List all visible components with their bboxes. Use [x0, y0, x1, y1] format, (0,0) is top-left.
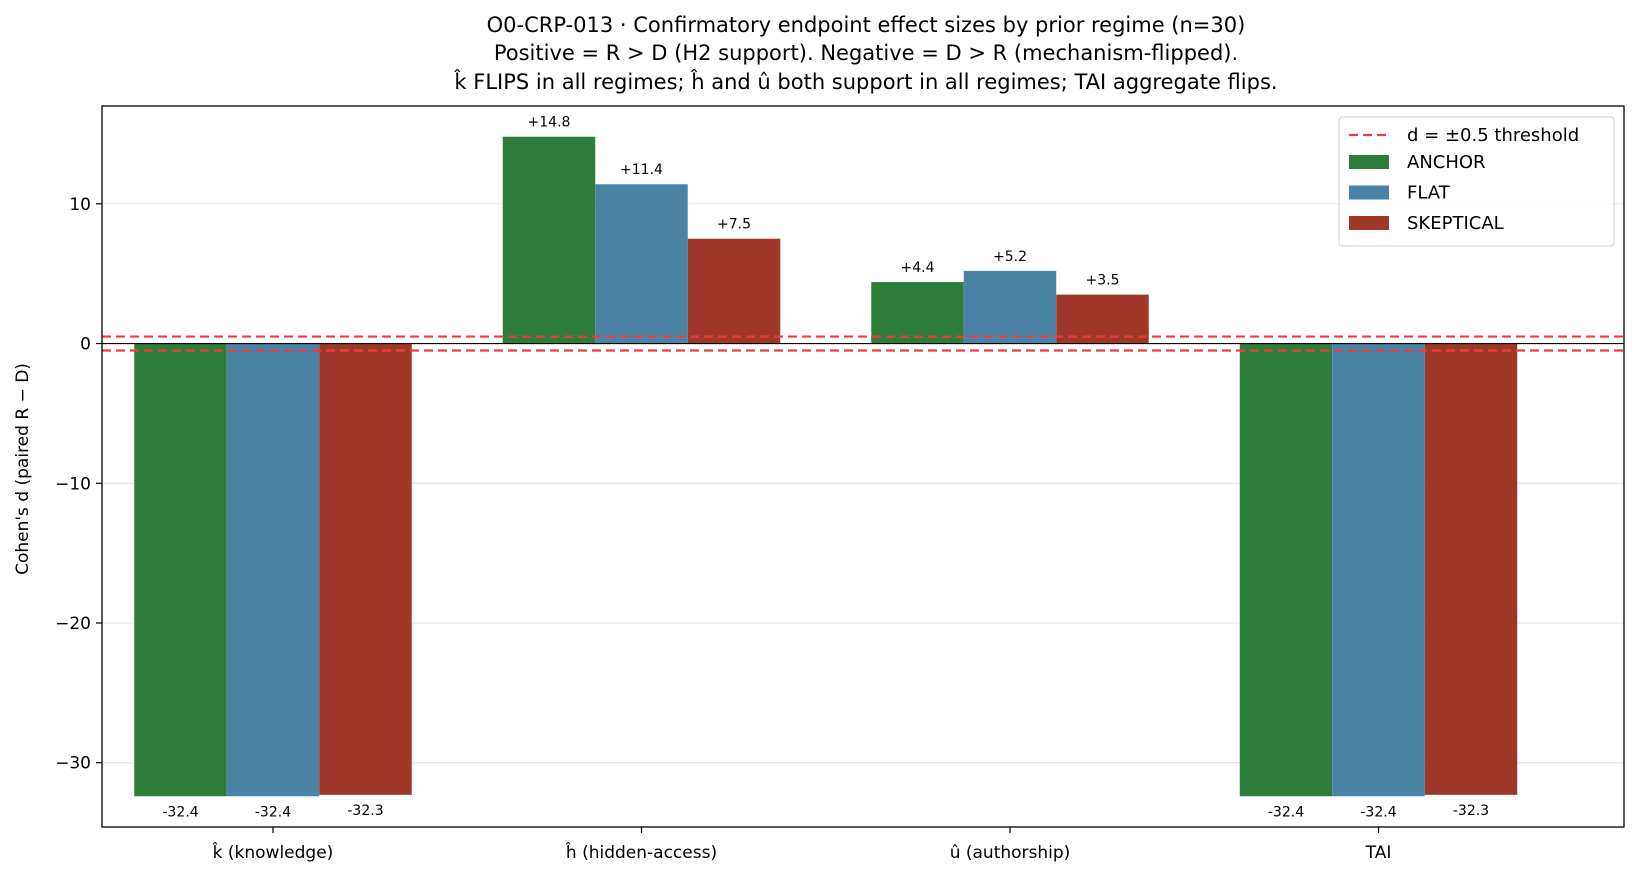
data-label: +14.8: [528, 115, 571, 131]
legend-label: FLAT: [1407, 183, 1451, 204]
data-label: +7.5: [717, 217, 751, 233]
legend: d = ±0.5 threshold ANCHOR FLAT SKEPTICAL: [1338, 116, 1615, 247]
data-label: +11.4: [620, 162, 663, 178]
bar: [319, 343, 412, 795]
bar: [595, 184, 688, 344]
title-line-1: O0-CRP-013 · Confirmatory endpoint effec…: [487, 13, 1246, 37]
legend-swatch: [1349, 216, 1389, 230]
legend-label: ANCHOR: [1407, 152, 1486, 173]
data-label: -32.4: [162, 804, 198, 820]
x-tick-label: û (authorship): [950, 843, 1071, 863]
bar: [1239, 343, 1333, 797]
bar: [1424, 343, 1518, 795]
plot-frame: [101, 105, 1625, 828]
y-axis-label: Cohen's d (paired R − D): [13, 363, 33, 575]
data-label: +3.5: [1086, 273, 1120, 289]
x-tick-label: TAI: [1365, 843, 1392, 863]
legend-swatch: [1349, 155, 1389, 169]
title-line-3: k̂ FLIPS in all regimes; ĥ and û both su…: [454, 69, 1278, 94]
legend-label-threshold: d = ±0.5 threshold: [1407, 125, 1579, 146]
bar: [134, 343, 227, 797]
bar: [1056, 294, 1149, 344]
data-label: -32.4: [255, 804, 291, 820]
bar: [1332, 343, 1425, 797]
axes: k̂ (knowledge) ĥ (hidden-access) û (author…: [55, 105, 1625, 863]
data-labels: -32.4 -32.4 -32.3 +14.8 +11.4 +7.5 +4.4 +5.2 +3.…: [162, 115, 1489, 821]
bar: [871, 282, 964, 344]
bar: [502, 136, 596, 344]
data-label: -32.4: [1268, 804, 1304, 820]
data-label: +4.4: [901, 260, 935, 276]
legend-label: SKEPTICAL: [1407, 213, 1504, 234]
bars: [134, 136, 1518, 797]
legend-box: [1338, 116, 1615, 247]
y-tick-label: 10: [69, 195, 91, 215]
legend-swatch: [1349, 185, 1389, 200]
data-label: +5.2: [993, 249, 1027, 265]
y-tick-label: −20: [55, 614, 91, 634]
y-tick-label: −10: [55, 474, 91, 494]
bar: [687, 238, 781, 344]
data-label: -32.3: [347, 803, 383, 819]
bar: [963, 270, 1057, 344]
data-label: -32.4: [1360, 804, 1396, 820]
data-label: -32.3: [1453, 803, 1489, 819]
reference-lines: [102, 335, 1624, 352]
x-tick-label: ĥ (hidden-access): [565, 841, 717, 863]
x-tick-label: k̂ (knowledge): [212, 842, 333, 863]
chart-title: O0-CRP-013 · Confirmatory endpoint effec…: [454, 13, 1278, 94]
y-tick-label: 0: [80, 335, 91, 355]
title-line-2: Positive = R > D (H2 support). Negative …: [494, 41, 1238, 65]
y-tick-label: −30: [55, 754, 91, 774]
bar: [226, 343, 320, 797]
